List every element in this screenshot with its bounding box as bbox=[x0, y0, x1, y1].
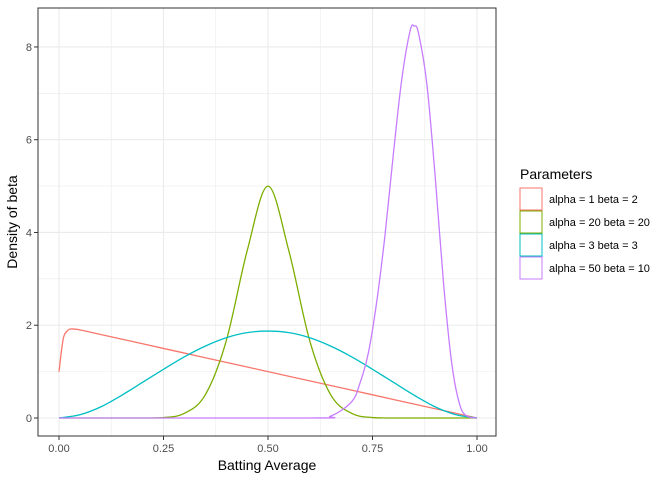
legend-label: alpha = 20 beta = 20 bbox=[549, 217, 650, 229]
x-tick-label: 0.25 bbox=[153, 443, 174, 455]
series-line-alpha-1-beta-2 bbox=[58, 328, 478, 419]
legend-item-alpha-50-beta-10: alpha = 50 beta = 10 bbox=[519, 256, 650, 280]
legend-label: alpha = 50 beta = 10 bbox=[549, 263, 650, 275]
legend-label: alpha = 3 beta = 3 bbox=[549, 240, 638, 252]
legend-label: alpha = 1 beta = 2 bbox=[549, 194, 638, 206]
legend-item-alpha-20-beta-20: alpha = 20 beta = 20 bbox=[519, 210, 650, 234]
legend-key bbox=[519, 187, 543, 211]
legend-key bbox=[519, 210, 543, 234]
series-line-alpha-50-beta-10 bbox=[59, 24, 478, 419]
tick-layer: 0.00 0.25 0.50 0.75 1.00 0 2 4 6 8 bbox=[26, 42, 488, 455]
x-tick-label: 1.00 bbox=[466, 443, 487, 455]
y-tick-label: 0 bbox=[26, 413, 32, 425]
legend-item-alpha-3-beta-3: alpha = 3 beta = 3 bbox=[519, 233, 638, 257]
legend-key bbox=[519, 233, 543, 257]
x-tick-label: 0.75 bbox=[362, 443, 383, 455]
legend-key bbox=[519, 256, 543, 280]
y-tick-label: 2 bbox=[26, 320, 32, 332]
legend-title: Parameters bbox=[520, 166, 592, 182]
y-tick-label: 8 bbox=[26, 42, 32, 54]
x-tick-label: 0.50 bbox=[257, 443, 278, 455]
series-line-alpha-3-beta-3 bbox=[58, 330, 478, 419]
plot-panel bbox=[38, 8, 496, 436]
y-tick-label: 6 bbox=[26, 135, 32, 147]
series-layer bbox=[58, 24, 478, 419]
legend: Parameters alpha = 1 beta = 2 alpha = 20 … bbox=[519, 166, 650, 280]
x-tick-label: 0.00 bbox=[48, 443, 69, 455]
series-line-alpha-20-beta-20 bbox=[59, 185, 477, 419]
legend-items: alpha = 1 beta = 2 alpha = 20 beta = 20 al… bbox=[519, 187, 650, 280]
plot-border bbox=[37, 7, 497, 437]
y-tick-label: 4 bbox=[26, 227, 32, 239]
y-axis-title: Density of beta bbox=[4, 175, 20, 269]
x-axis-title: Batting Average bbox=[218, 457, 317, 473]
legend-item-alpha-1-beta-2: alpha = 1 beta = 2 bbox=[519, 187, 638, 211]
